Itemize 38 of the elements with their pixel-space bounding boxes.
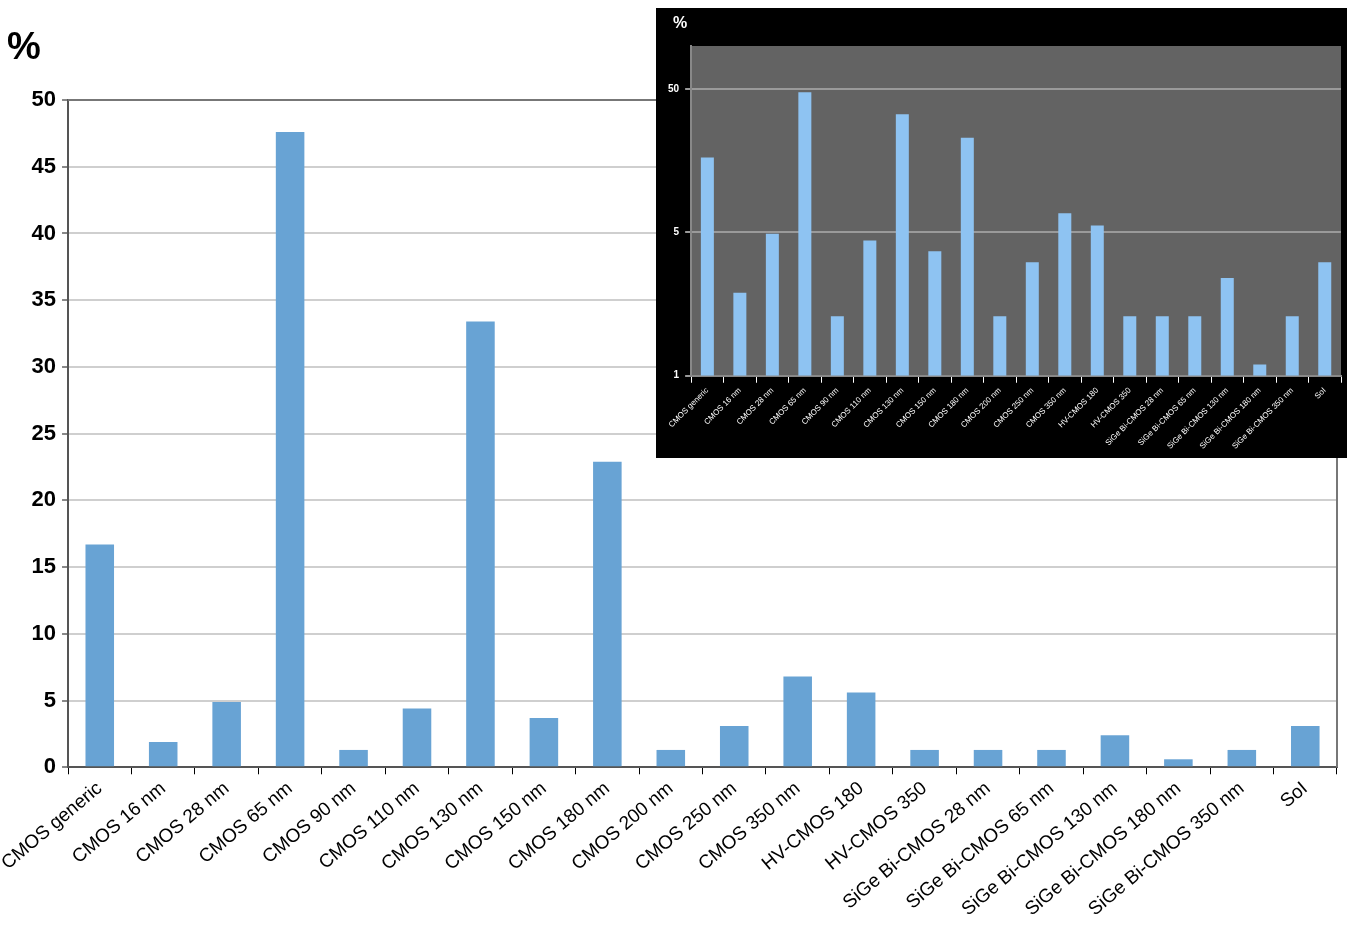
y-tick-label: 25 xyxy=(31,419,57,445)
bar xyxy=(402,708,432,767)
bar xyxy=(1037,749,1066,767)
bar xyxy=(212,701,241,767)
y-axis-title: % xyxy=(672,14,688,32)
bar xyxy=(719,725,749,767)
bar xyxy=(910,749,939,767)
y-tick-label: 1 xyxy=(673,369,680,381)
y-tick-label: 50 xyxy=(668,82,680,94)
bar xyxy=(85,544,115,767)
y-tick-label: 45 xyxy=(31,152,57,178)
bar xyxy=(466,321,495,767)
y-tick-label: 20 xyxy=(31,486,57,512)
bar xyxy=(1100,735,1130,767)
y-tick-label: 5 xyxy=(43,686,57,712)
y-tick-label: 10 xyxy=(31,619,57,645)
y-tick-label: 30 xyxy=(31,352,57,378)
bar xyxy=(1291,725,1320,767)
bar xyxy=(846,692,876,767)
y-tick-label: 40 xyxy=(31,219,57,245)
bar xyxy=(1227,749,1257,767)
bar xyxy=(656,749,686,767)
y-tick-label: 5 xyxy=(673,226,680,238)
bar xyxy=(973,749,1003,767)
bar xyxy=(529,717,559,767)
y-tick-label: 0 xyxy=(43,753,57,779)
bar xyxy=(339,749,368,767)
bar xyxy=(1164,759,1193,767)
y-tick-label: 35 xyxy=(31,286,57,312)
x-tick-label: SoI xyxy=(1312,385,1328,401)
bar xyxy=(783,676,812,767)
y-tick-label: 50 xyxy=(31,86,57,112)
bar xyxy=(275,132,305,767)
y-tick-label: 15 xyxy=(31,553,57,579)
bar xyxy=(148,741,178,767)
bar xyxy=(593,461,622,767)
y-axis-title: % xyxy=(7,25,41,68)
x-tick-label: SoI xyxy=(1275,777,1312,812)
